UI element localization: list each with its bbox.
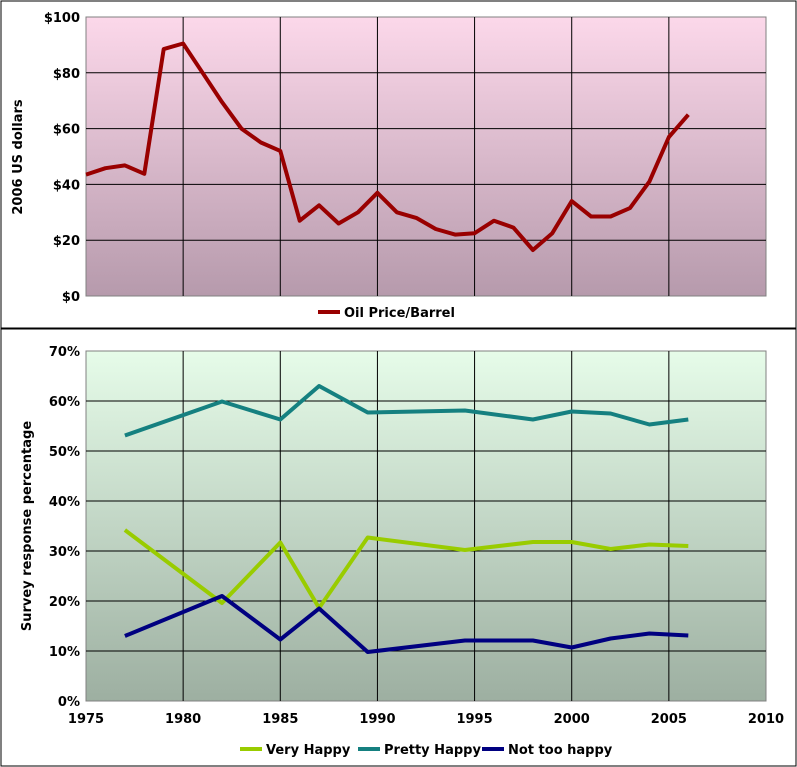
legend-label-pretty-happy: Pretty Happy <box>384 743 481 758</box>
happiness-y-tick-labels: 0% 10% 20% 30% 40% 50% 60% 70% <box>49 345 80 710</box>
y-tick-label: $100 <box>44 11 80 26</box>
x-tick-label: 1975 <box>68 712 104 727</box>
oil-y-tick-labels: $0 $20 $40 $60 $80 $100 <box>44 11 80 305</box>
y-tick-label: $80 <box>53 67 80 82</box>
oil-gridlines <box>86 17 766 296</box>
series-line-not-too-happy <box>124 594 689 654</box>
y-tick-label: $40 <box>53 178 80 193</box>
y-tick-label: 70% <box>49 345 80 360</box>
x-tick-label: 1995 <box>456 712 492 727</box>
series-line-oil-price-barrel <box>85 41 690 252</box>
happiness-series-lines <box>123 384 689 654</box>
oil-price-chart: $0 $20 $40 $60 $80 $100 2006 US dollars Oil P… <box>11 11 767 321</box>
legend-label-oil-price: Oil Price/Barrel <box>344 306 455 321</box>
happiness-x-tick-labels: 1975 1980 1985 1990 1995 2000 2005 2010 <box>68 712 784 727</box>
y-tick-label: 50% <box>49 445 80 460</box>
oil-series-lines <box>85 41 690 252</box>
series-line-pretty-happy <box>124 384 689 438</box>
x-tick-label: 1985 <box>262 712 298 727</box>
happiness-plot-area <box>85 350 767 702</box>
happiness-y-axis-title: Survey response percentage <box>20 421 35 631</box>
y-tick-label: $20 <box>53 234 80 249</box>
legend-label-very-happy: Very Happy <box>266 743 351 758</box>
legend-label-not-too-happy: Not too happy <box>508 743 613 758</box>
y-tick-label: 60% <box>49 395 80 410</box>
y-tick-label: $0 <box>62 290 80 305</box>
y-tick-label: 30% <box>49 545 80 560</box>
y-tick-label: 40% <box>49 495 80 510</box>
oil-y-axis-title: 2006 US dollars <box>11 99 26 214</box>
x-tick-label: 1990 <box>359 712 395 727</box>
oil-plot-area <box>85 16 767 297</box>
series-line-very-happy <box>123 528 689 610</box>
x-tick-label: 2010 <box>748 712 784 727</box>
happiness-gridlines <box>86 351 766 701</box>
y-tick-label: 10% <box>49 645 80 660</box>
x-tick-label: 2000 <box>554 712 590 727</box>
happiness-legend: Very Happy Pretty Happy Not too happy <box>240 743 613 758</box>
y-tick-label: 20% <box>49 595 80 610</box>
happiness-survey-chart: 0% 10% 20% 30% 40% 50% 60% 70% 1975 1980 1985 1990… <box>20 345 784 758</box>
x-tick-label: 2005 <box>651 712 687 727</box>
x-tick-label: 1980 <box>165 712 201 727</box>
y-tick-label: 0% <box>58 695 80 710</box>
oil-legend: Oil Price/Barrel <box>318 306 455 321</box>
y-tick-label: $60 <box>53 123 80 138</box>
